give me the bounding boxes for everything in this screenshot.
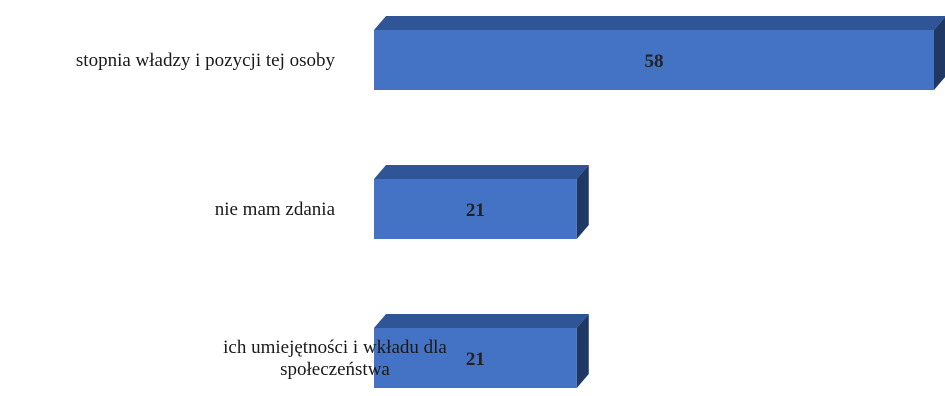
bar-side-0	[934, 17, 945, 90]
bar-top-0	[374, 16, 945, 30]
bar-top-2	[374, 314, 589, 328]
bar-group-0: 58 stopnia władzy i pozycji tej osoby	[76, 16, 945, 90]
category-label-2-line-1: społeczeństwa	[280, 359, 390, 380]
bar-group-2: 21 ich umiejętności i wkładu dla społeczeń…	[223, 314, 589, 388]
category-label-2: ich umiejętności i wkładu dla społeczeńst…	[223, 337, 447, 380]
data-label-2: 21	[466, 349, 485, 370]
data-label-1: 21	[466, 200, 485, 221]
bar-top-1	[374, 165, 589, 179]
bar-group-1: 21 nie mam zdania	[215, 165, 589, 239]
category-label-2-line-0: ich umiejętności i wkładu dla	[223, 337, 447, 358]
bar-0	[374, 30, 934, 90]
bar-2	[374, 328, 577, 388]
bar-side-1	[576, 165, 589, 239]
bar-1	[374, 179, 577, 239]
category-label-1: nie mam zdania	[215, 199, 336, 220]
category-label-0: stopnia władzy i pozycji tej osoby	[76, 50, 336, 71]
data-label-0: 58	[645, 51, 664, 72]
bar-side-2	[576, 314, 589, 388]
